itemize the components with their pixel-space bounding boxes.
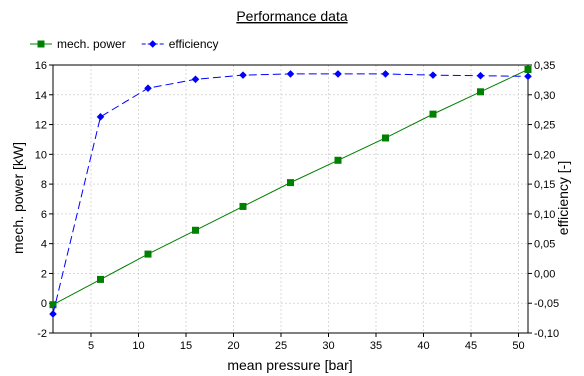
efficiency-data-point bbox=[476, 71, 485, 80]
x-tick-label: 30 bbox=[322, 340, 334, 352]
efficiency-data-point bbox=[144, 84, 152, 93]
y2-tick-label: -0,05 bbox=[534, 298, 559, 310]
y2-axis-title: efficiency [-] bbox=[555, 161, 571, 235]
y2-tick-label: 0,25 bbox=[534, 120, 555, 132]
mech-power-data-point bbox=[429, 110, 437, 118]
mech-power-data-point bbox=[524, 65, 532, 73]
x-tick-label: 15 bbox=[180, 340, 192, 352]
efficiency-data-point bbox=[49, 310, 57, 318]
x-tick-label: 10 bbox=[132, 340, 144, 352]
x-axis-ticks: 5 10 15 20 25 30 35 40 45 50 bbox=[88, 333, 525, 352]
mech-power-data-point bbox=[49, 301, 57, 309]
y-tick-label: 14 bbox=[35, 90, 47, 102]
efficiency-data-point bbox=[524, 72, 532, 81]
mech-power-data-point bbox=[477, 88, 484, 96]
mech-power-data-point bbox=[97, 275, 104, 283]
x-tick-label: 45 bbox=[465, 340, 477, 352]
chart-title: Performance data bbox=[236, 8, 347, 24]
mech-power-data-point bbox=[287, 179, 294, 187]
efficiency-data-point bbox=[96, 113, 105, 121]
x-tick-label: 50 bbox=[512, 340, 524, 352]
y-axis-ticks: -2 0 2 4 6 8 10 12 14 16 bbox=[35, 60, 53, 340]
x-tick-label: 20 bbox=[227, 340, 239, 352]
mech-power-data-point bbox=[382, 134, 389, 142]
efficiency-data-point bbox=[381, 70, 390, 78]
y2-tick-label: -0,10 bbox=[534, 328, 559, 340]
mech-power-legend-marker bbox=[37, 40, 45, 48]
y-tick-label: 12 bbox=[35, 120, 47, 132]
y-tick-label: -2 bbox=[37, 328, 47, 340]
mech-power-legend-label: mech. power bbox=[57, 37, 126, 51]
mech-power-data-point bbox=[334, 156, 342, 164]
y2-tick-label: 0,15 bbox=[534, 179, 555, 191]
efficiency-series-line bbox=[52, 73, 529, 315]
efficiency-data-point bbox=[191, 75, 200, 84]
y-tick-label: 0 bbox=[41, 298, 47, 310]
legend: mech. power efficiency bbox=[30, 37, 219, 51]
y2-tick-label: 0,35 bbox=[534, 60, 555, 72]
mech-power-data-point bbox=[144, 250, 152, 258]
x-axis-title: mean pressure [bar] bbox=[227, 357, 352, 373]
efficiency-legend-marker bbox=[148, 40, 157, 48]
y-tick-label: 4 bbox=[41, 239, 47, 251]
y2-tick-label: 0,05 bbox=[534, 239, 555, 251]
plot-frame bbox=[52, 64, 529, 334]
x-tick-label: 5 bbox=[88, 340, 94, 352]
y2-axis-ticks: -0,10 -0,05 0,00 0,05 0,10 0,15 0,20 0,25 0,30 0,… bbox=[528, 60, 559, 340]
x-tick-label: 25 bbox=[275, 340, 287, 352]
efficiency-legend-label: efficiency bbox=[169, 37, 219, 51]
efficiency-data-point bbox=[429, 71, 437, 79]
efficiency-data-point bbox=[286, 70, 295, 78]
y-tick-label: 16 bbox=[35, 60, 47, 72]
efficiency-data-point bbox=[334, 70, 342, 78]
efficiency-data-point bbox=[239, 71, 247, 79]
x-tick-label: 40 bbox=[417, 340, 429, 352]
mech-power-data-point bbox=[192, 226, 199, 234]
mech-power-series-line bbox=[52, 69, 529, 306]
x-tick-label: 35 bbox=[370, 340, 382, 352]
y2-tick-label: 0,20 bbox=[534, 149, 555, 161]
y-tick-label: 2 bbox=[41, 268, 47, 280]
y-tick-label: 10 bbox=[35, 149, 47, 161]
y-axis-title: mech. power [kW] bbox=[10, 142, 26, 254]
grid bbox=[53, 64, 528, 334]
y2-tick-label: 0,00 bbox=[534, 268, 555, 280]
y-tick-label: 8 bbox=[41, 179, 47, 191]
mech-power-data-point bbox=[239, 202, 247, 210]
y2-tick-label: 0,10 bbox=[534, 209, 555, 221]
series-layer bbox=[49, 65, 532, 318]
y2-tick-label: 0,30 bbox=[534, 90, 555, 102]
y-tick-label: 6 bbox=[41, 209, 47, 221]
